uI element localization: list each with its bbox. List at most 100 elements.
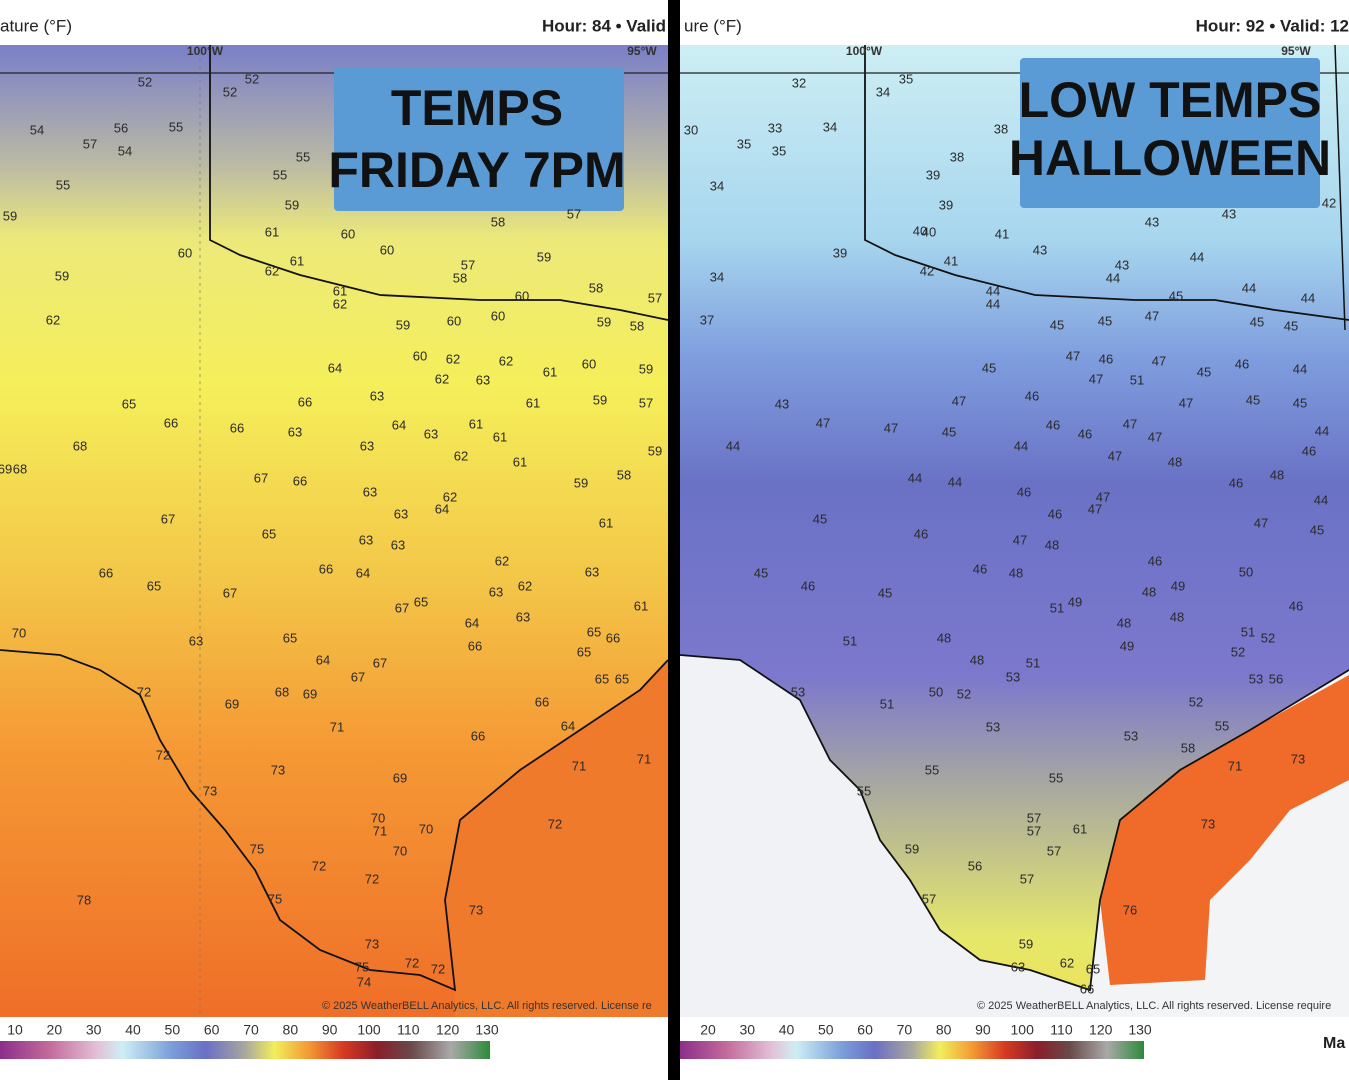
- station-value: 72: [312, 858, 326, 873]
- station-value: 73: [203, 783, 217, 798]
- colorbar-tick-label: 60: [857, 1022, 873, 1038]
- colorbar-tick-label: 90: [322, 1022, 338, 1038]
- station-value: 43: [1222, 206, 1236, 221]
- station-value: 60: [341, 226, 355, 241]
- station-value: 46: [1235, 356, 1249, 371]
- station-value: 46: [1148, 553, 1162, 568]
- station-value: 46: [1048, 506, 1062, 521]
- station-value: 47: [952, 393, 966, 408]
- station-value: 52: [1261, 630, 1275, 645]
- station-value: 47: [1013, 532, 1027, 547]
- station-value: 45: [1310, 522, 1324, 537]
- station-value: 48: [1045, 537, 1059, 552]
- title-line: HALLOWEEN: [1009, 130, 1331, 186]
- station-value: 65: [1086, 961, 1100, 976]
- hour: Hour: 84 • Valid: [542, 16, 666, 35]
- border: [1334, 44, 1346, 331]
- title-line: FRIDAY 7PM: [328, 142, 625, 198]
- station-value: 58: [491, 214, 505, 229]
- station-value: 52: [245, 71, 259, 86]
- station-value: 56: [968, 858, 982, 873]
- station-value: 57: [461, 257, 475, 272]
- divider: [668, 0, 680, 1080]
- station-value: 59: [537, 249, 551, 264]
- colorbar-tick-label: 110: [397, 1022, 420, 1038]
- gulf: [445, 660, 668, 1017]
- station-value: 39: [939, 197, 953, 212]
- station-value: 50: [1239, 564, 1253, 579]
- station-value: 44: [986, 283, 1000, 298]
- station-value: 70: [393, 843, 407, 858]
- station-value: 46: [1289, 598, 1303, 613]
- mexico: [680, 655, 1090, 1017]
- station-value: 46: [1099, 351, 1113, 366]
- station-value: 47: [1108, 448, 1122, 463]
- station-value: 47: [816, 415, 830, 430]
- station-value: 62: [454, 448, 468, 463]
- station-value: 45: [1098, 313, 1112, 328]
- station-value: 30: [684, 122, 698, 137]
- border: [679, 654, 1349, 992]
- station-value: 74: [357, 974, 371, 989]
- station-value: 68: [73, 438, 87, 453]
- station-value: 65: [587, 624, 601, 639]
- station-value: 34: [710, 269, 724, 284]
- station-value: 55: [273, 167, 287, 182]
- station-value: 78: [77, 892, 91, 907]
- station-value: 55: [56, 177, 70, 192]
- title-line: LOW TEMPS: [1019, 72, 1322, 128]
- station-value: 48: [1117, 615, 1131, 630]
- station-value: 47: [1066, 348, 1080, 363]
- station-value: 62: [333, 296, 347, 311]
- station-value: 43: [775, 396, 789, 411]
- station-value: 66: [471, 728, 485, 743]
- station-value: 57: [83, 136, 97, 151]
- station-value: 45: [1250, 314, 1264, 329]
- station-value: 35: [772, 143, 786, 158]
- station-value: 62: [435, 371, 449, 386]
- station-value: 51: [1026, 655, 1040, 670]
- station-value: 69: [303, 686, 317, 701]
- station-value: 64: [435, 501, 449, 516]
- station-value: 65: [283, 630, 297, 645]
- title-line: TEMPS: [391, 80, 563, 136]
- station-value: 44: [948, 474, 962, 489]
- station-value: 63: [394, 506, 408, 521]
- station-value: 55: [1215, 718, 1229, 733]
- station-value: 67: [223, 585, 237, 600]
- station-value: 46: [1302, 443, 1316, 458]
- colorbar-tick-label: 20: [700, 1022, 716, 1038]
- station-value: 47: [1152, 353, 1166, 368]
- station-value: 58: [617, 467, 631, 482]
- colorbar-tick-label: 40: [779, 1022, 795, 1038]
- station-value: 45: [1050, 317, 1064, 332]
- station-value: 42: [920, 263, 934, 278]
- station-value: 62: [518, 578, 532, 593]
- station-value: 45: [1293, 395, 1307, 410]
- station-value: 34: [710, 178, 724, 193]
- station-value: 44: [986, 296, 1000, 311]
- colorbar-tick-label: 60: [204, 1022, 220, 1038]
- station-value: 62: [443, 489, 457, 504]
- station-value: 63: [424, 426, 438, 441]
- station-value: 66: [298, 394, 312, 409]
- station-value: 48: [1170, 609, 1184, 624]
- station-value: 48: [1270, 467, 1284, 482]
- station-value: 41: [995, 226, 1009, 241]
- station-value: 43: [1033, 242, 1047, 257]
- station-value: 64: [392, 417, 406, 432]
- gulf-warm: [1100, 675, 1349, 985]
- meridian-label: 95°W: [627, 44, 657, 58]
- station-value: 47: [1088, 501, 1102, 516]
- station-value: 44: [908, 470, 922, 485]
- station-value: 45: [878, 585, 892, 600]
- station-value: 62: [46, 312, 60, 327]
- station-value: 55: [296, 149, 310, 164]
- border: [0, 649, 669, 992]
- meridian-label: 100°W: [187, 44, 224, 58]
- station-value: 60: [515, 288, 529, 303]
- station-value: 53: [986, 719, 1000, 734]
- station-value: 59: [639, 361, 653, 376]
- station-value: 65: [595, 671, 609, 686]
- station-value: 48: [937, 630, 951, 645]
